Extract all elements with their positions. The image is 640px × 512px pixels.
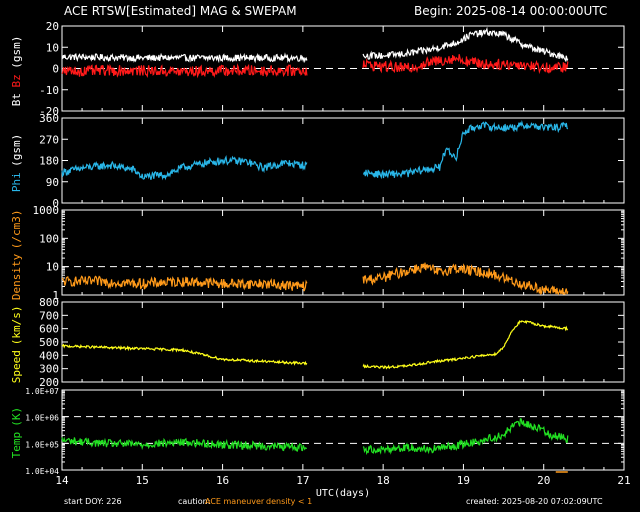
mag-ytick-label: 10 [46, 41, 59, 54]
caution-maneuver: ACE maneuver [205, 497, 265, 506]
speed-ytick-label: 800 [39, 296, 59, 309]
phi-series-phi-2 [363, 120, 569, 180]
phi-series-phi-1 [61, 154, 308, 181]
density-ytick-label: 100 [39, 232, 59, 245]
mag-series-bt-1 [61, 52, 308, 64]
mag-ylabel-gsm: (gsm) [10, 36, 23, 69]
speed-ylabel-kms: (km/s) [10, 305, 23, 345]
phi-ytick-label: 180 [39, 155, 59, 168]
mag-series-bz-1 [61, 63, 308, 79]
mag-ylabel-bt: Bt [10, 93, 23, 106]
temp-ylabel-temp: Temp [10, 432, 23, 459]
mag-ylabel-bz: Bz [10, 74, 23, 87]
temp-ylabel-k: (K) [10, 407, 23, 427]
x-tick-label: 21 [617, 474, 630, 487]
x-axis-label: UTC(days) [316, 488, 370, 499]
mag-ytick-label: 20 [46, 20, 59, 33]
mag-series-bt-2 [362, 26, 569, 63]
density-frame [61, 209, 625, 296]
temp-ytick-label: 1.0E+05 [25, 440, 59, 449]
density-ytick-label: 1000 [33, 204, 60, 217]
phi-frame [61, 117, 625, 204]
x-tick-label: 17 [296, 474, 309, 487]
mag-ytick-label: -10 [39, 84, 59, 97]
x-tick-label: 20 [537, 474, 550, 487]
temp-series-temp-2 [362, 418, 569, 456]
density-ytick-label: 1 [52, 289, 59, 302]
x-tick-label: 14 [55, 474, 69, 487]
density-series-density-2 [362, 262, 569, 296]
temp-ytick-label: 1.0E+07 [25, 387, 59, 396]
density-series-density-1 [61, 275, 308, 292]
x-tick-label: 18 [377, 474, 390, 487]
density-ylabel-cm3: (/cm3) [10, 210, 23, 250]
speed-ytick-label: 600 [39, 323, 59, 336]
caution-density: density < 1 [266, 497, 313, 506]
speed-series-speed-2 [362, 320, 569, 370]
chart-title: ACE RTSW[Estimated] MAG & SWEPAM [64, 4, 297, 18]
phi-ytick-label: 0 [52, 197, 59, 210]
x-tick-label: 15 [136, 474, 149, 487]
x-tick-label: 16 [216, 474, 229, 487]
speed-ytick-label: 500 [39, 336, 59, 349]
caution-label: caution: [178, 497, 211, 506]
speed-frame [61, 301, 625, 383]
speed-ytick-label: 400 [39, 349, 59, 362]
start-doy: start DOY: 226 [64, 497, 122, 506]
density-ylabel-density: Density [10, 253, 23, 300]
speed-ytick-label: 200 [39, 376, 59, 389]
mag-ytick-label: 0 [52, 63, 59, 76]
speed-ytick-label: 300 [39, 363, 59, 376]
temp-ytick-label: 1.0E+06 [25, 414, 59, 423]
speed-series-speed-1 [61, 343, 308, 366]
phi-ytick-label: 90 [46, 176, 59, 189]
mag-ytick-label: -20 [39, 105, 59, 118]
speed-ytick-label: 700 [39, 309, 59, 322]
created-time: created: 2025-08-20 07:02:09UTC [466, 497, 603, 506]
phi-ytick-label: 360 [39, 112, 59, 125]
x-tick-label: 19 [457, 474, 470, 487]
phi-ylabel-phi: Phi [10, 172, 23, 192]
temp-series-temp-1 [61, 436, 307, 452]
speed-ylabel-speed: Speed [10, 350, 23, 383]
phi-ylabel-gsm: (gsm) [10, 134, 23, 167]
begin-time: Begin: 2025-08-14 00:00:00UTC [414, 4, 608, 18]
density-ytick-label: 10 [46, 261, 59, 274]
mag-series-bz-2 [362, 54, 569, 75]
phi-ytick-label: 270 [39, 133, 59, 146]
temp-ytick-label: 1.0E+04 [25, 467, 59, 476]
